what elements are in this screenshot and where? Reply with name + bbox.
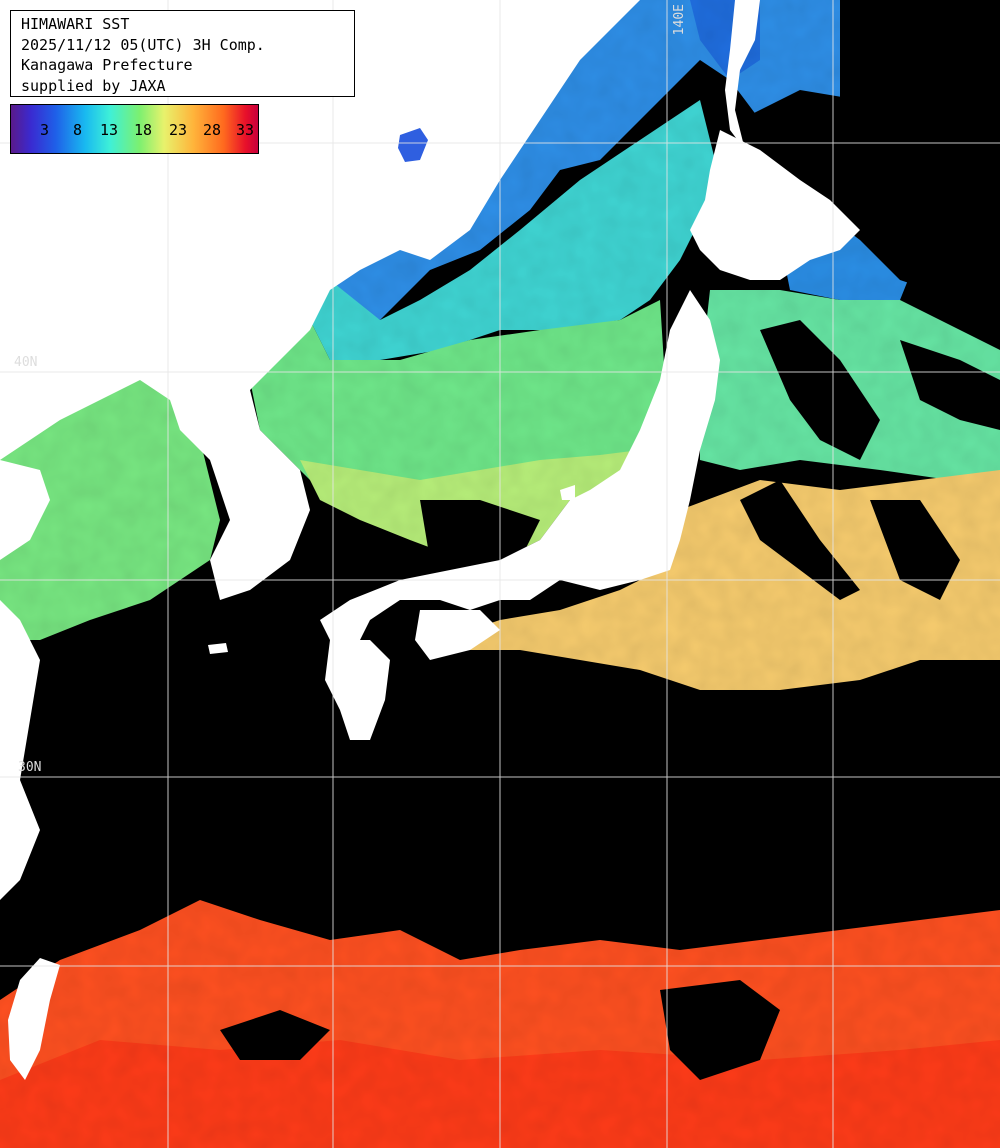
lat-label-40n: 40N [14,355,38,370]
lat-label-30n: 30N [18,760,42,775]
honshu [320,290,720,640]
shikoku [415,610,500,660]
jeju [208,643,228,654]
legend-tick: 28 [203,121,222,139]
taiwan [8,958,60,1080]
map-credit: supplied by JAXA [21,76,166,95]
legend-tick: 33 [236,121,255,139]
legend-tick: 8 [73,121,83,139]
legend-tick: 13 [100,121,119,139]
lake [398,128,428,162]
map-datetime: 2025/11/12 05(UTC) 3H Comp. [21,35,265,54]
map-title: HIMAWARI SST [21,15,130,33]
hokkaido [690,130,860,280]
lon-label-140e: 140E [672,4,687,36]
sado-island [560,485,575,500]
kyushu [325,640,390,740]
legend-tick: 18 [134,121,153,139]
legend-tick: 3 [40,121,50,139]
info-box: HIMAWARI SST 2025/11/12 05(UTC) 3H Comp.… [10,10,355,97]
map-region: Kanagawa Prefecture [21,56,193,74]
sakhalin [725,0,760,150]
legend-tick: 23 [169,121,188,139]
china-east-coast [0,600,40,900]
sst-color-legend: 3 8 13 18 23 28 33 [10,104,259,154]
china-coast [0,460,50,560]
